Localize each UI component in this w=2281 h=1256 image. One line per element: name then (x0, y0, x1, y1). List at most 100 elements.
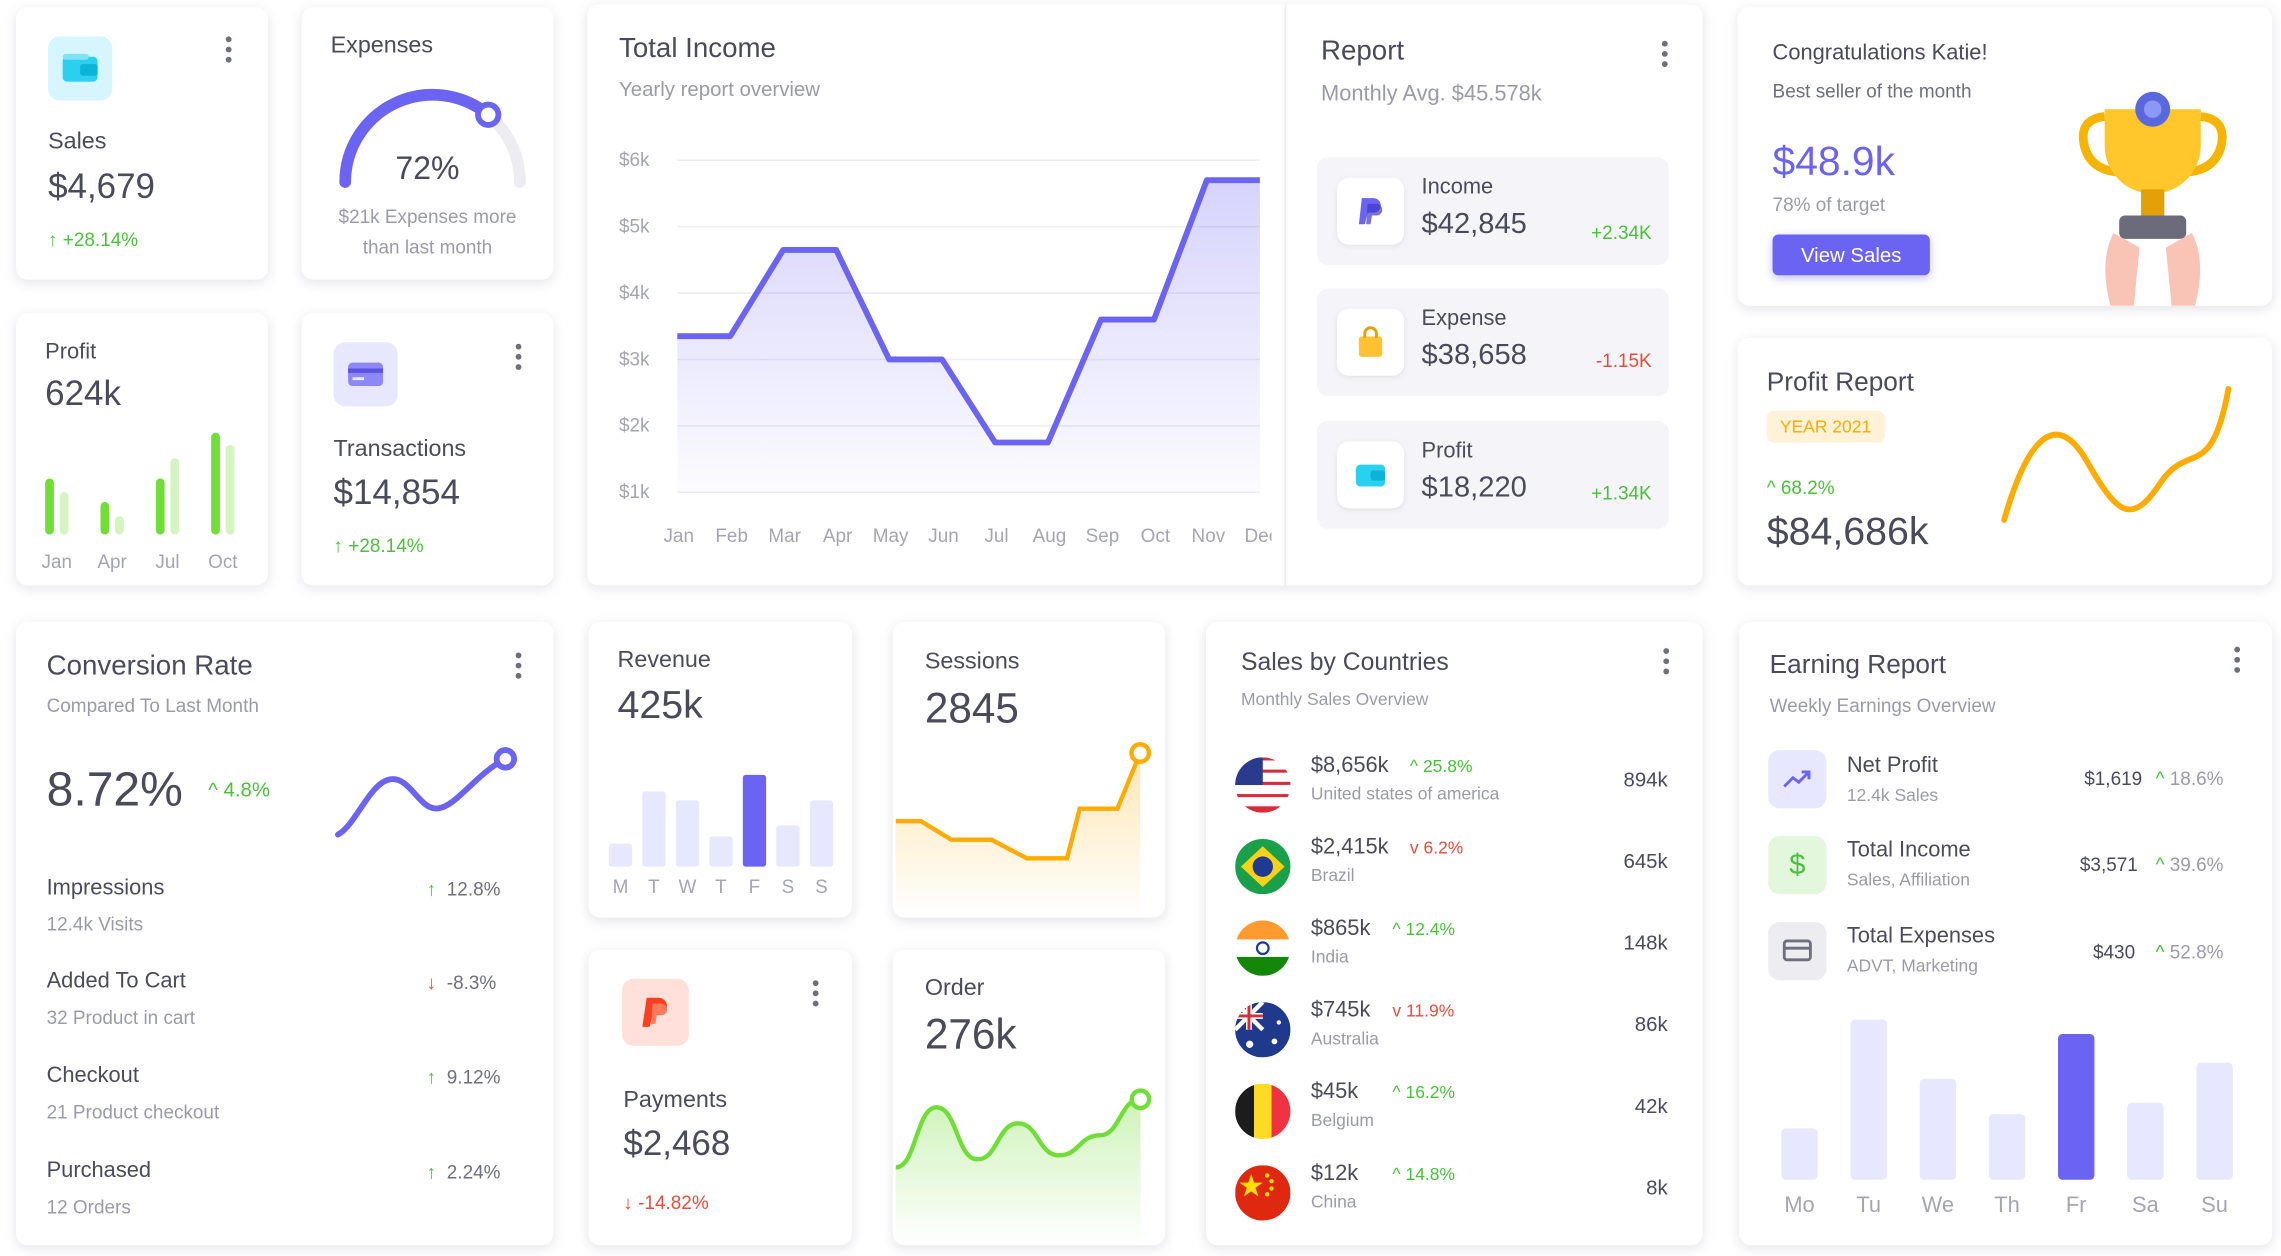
earning-chart: Mo Tu We Th Fr Sa Su (1781, 1019, 2233, 1217)
profit-label: Profit (45, 339, 97, 365)
x-tick-label: Jul (984, 526, 1008, 547)
report-income-row: Income $42,845 +2.34K (1316, 157, 1670, 266)
x-tick-label: May (873, 526, 909, 547)
country-amount: $865k (1310, 916, 1371, 941)
earning-subtitle: Weekly Earnings Overview (1769, 694, 1996, 717)
y-tick-label: $5k (619, 216, 650, 237)
x-tick-label: Dec (1245, 526, 1272, 547)
country-change: ^ 25.8% (1409, 755, 1473, 777)
purchased-sub: 12 Orders (46, 1195, 131, 1218)
revenue-x-label: F (749, 877, 761, 898)
country-name: United states of america (1310, 783, 1500, 804)
countries-menu-button[interactable] (1657, 648, 1674, 675)
revenue-bar (776, 825, 800, 867)
report-subtitle: Monthly Avg. $45.578k (1321, 81, 1542, 107)
x-tick-label: Oct (1141, 526, 1171, 547)
report-profit-row: Profit $18,220 +1.34K (1316, 420, 1670, 529)
sessions-label: Sessions (924, 649, 1020, 675)
chevron-up-icon: ^ (208, 777, 224, 802)
profit-report-change: ^ 68.2% (1766, 476, 1835, 499)
report-expense-value: $38,658 (1421, 339, 1527, 372)
revenue-x-label: S (815, 877, 828, 898)
arrow-down-icon: ↓ (426, 971, 442, 994)
income-area (677, 180, 1260, 493)
expenses-percent: 72% (395, 150, 460, 187)
total-income-subtitle: Yearly report overview (619, 77, 821, 101)
paypal-icon (1337, 177, 1405, 245)
wallet-icon (1337, 441, 1405, 509)
net-profit-label: Net Profit (1846, 753, 1938, 778)
trophy-icon (2078, 91, 2227, 306)
country-amount: $2,415k (1310, 834, 1389, 860)
profit-chart: Jan Apr Jul Oct (42, 432, 238, 573)
country-name: Brazil (1310, 865, 1355, 886)
dollar-icon: $ (1768, 836, 1827, 895)
country-name: Belgium (1310, 1109, 1375, 1131)
sales-value: $4,679 (48, 167, 155, 207)
expenses-note-1: $21k Expenses more (338, 205, 517, 228)
sales-menu-button[interactable] (220, 36, 237, 63)
expenses-gauge (339, 88, 526, 188)
view-sales-button[interactable]: View Sales (1772, 234, 1930, 276)
added-to-cart-label: Added To Cart (46, 968, 186, 994)
profit-bar (100, 501, 110, 535)
revenue-bar (742, 774, 767, 867)
country-total: 645k (1623, 849, 1668, 873)
profit-card: Profit 624k Jan Apr Jul Oct (16, 313, 268, 586)
expenses-label: Expenses (330, 33, 433, 59)
order-card: Order 276k (892, 949, 1166, 1246)
revenue-x-label: W (679, 877, 697, 898)
earning-x-label: Su (2201, 1192, 2228, 1217)
sessions-chart (895, 742, 1152, 918)
report-menu-button[interactable] (1656, 40, 1673, 67)
payments-menu-button[interactable] (807, 980, 824, 1007)
payments-value: $2,468 (623, 1124, 731, 1164)
checkout-label: Checkout (46, 1063, 139, 1089)
country-change: ^ 12.4% (1392, 919, 1456, 940)
profit-x-label: Jan (42, 552, 73, 573)
x-tick-label: Nov (1192, 526, 1226, 547)
sales-label: Sales (48, 129, 107, 155)
chevron-down-icon: v (1409, 837, 1419, 858)
revenue-bar (809, 800, 834, 867)
report-expense-row: Expense $38,658 -1.15K (1316, 288, 1670, 397)
country-name: China (1310, 1191, 1357, 1212)
chevron-up-icon: ^ (1409, 755, 1419, 777)
country-change: v 6.2% (1409, 837, 1464, 858)
arrow-up-icon: ↑ (48, 228, 63, 251)
payments-label: Payments (623, 1088, 727, 1113)
shopping-bag-icon (1337, 308, 1405, 376)
profit-report-title: Profit Report (1766, 367, 1914, 397)
sales-card: Sales $4,679 ↑ +28.14% (16, 7, 268, 280)
total-income-sub: Sales, Affiliation (1846, 869, 1970, 890)
congrats-title: Congratulations Katie! (1772, 40, 1988, 66)
country-change: ^ 16.2% (1392, 1082, 1456, 1103)
congrats-subtitle: Best seller of the month (1772, 80, 1972, 102)
transactions-change: ↑ +28.14% (333, 534, 424, 557)
total-income-value: $3,571 (2079, 853, 2138, 876)
earning-menu-button[interactable] (2228, 646, 2245, 673)
report-income-label: Income (1421, 174, 1494, 200)
chevron-up-icon: ^ (1392, 1163, 1401, 1185)
country-change: v 11.9% (1392, 1000, 1455, 1022)
revenue-x-label: T (715, 877, 727, 898)
arrow-up-icon: ↑ (426, 1160, 442, 1183)
transactions-value: $14,854 (333, 473, 460, 513)
total-expenses-sub: ADVT, Marketing (1846, 955, 1978, 976)
earning-bar (2058, 1033, 2095, 1180)
chevron-up-icon: ^ (1392, 919, 1401, 940)
order-label: Order (924, 975, 985, 1001)
purchased-label: Purchased (46, 1157, 152, 1183)
purchased-change: ↑ 2.24% (426, 1160, 501, 1183)
credit-card-icon (333, 342, 398, 407)
transactions-menu-button[interactable] (510, 343, 527, 370)
chevron-up-icon: ^ (1766, 476, 1781, 499)
earning-bar (2127, 1102, 2164, 1180)
conversion-menu-button[interactable] (510, 652, 527, 679)
profit-bar-light (59, 491, 69, 535)
order-line (895, 1097, 1141, 1170)
china-flag-icon (1235, 1165, 1291, 1221)
conversion-value: 8.72% (46, 761, 183, 816)
